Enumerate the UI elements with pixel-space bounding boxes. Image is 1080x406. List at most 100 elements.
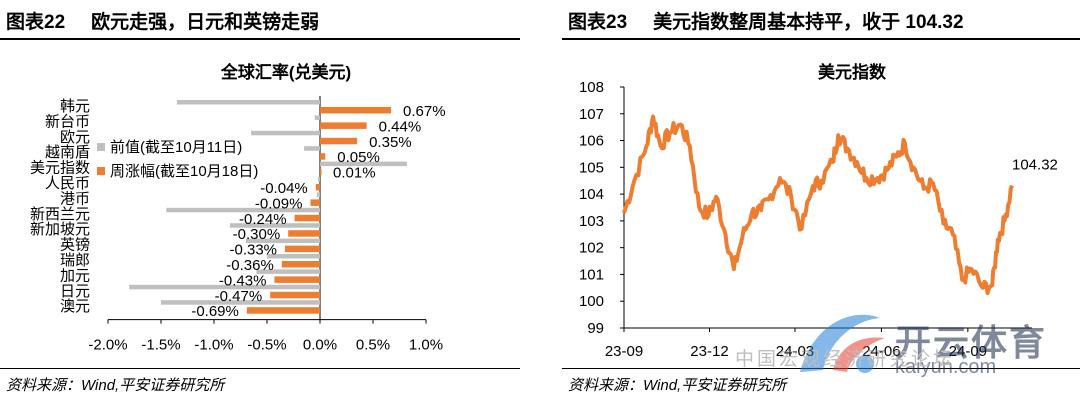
- bar-weekly-change: [315, 184, 320, 191]
- bar-weekly-change: [320, 137, 358, 145]
- bar-weekly-change: [274, 276, 320, 283]
- x-tick-label: 23-09: [605, 343, 643, 360]
- bar-prev-value: [166, 207, 320, 213]
- x-tick-label: -1.0%: [194, 337, 233, 354]
- bar-weekly-change: [320, 107, 392, 114]
- data-label: -0.43%: [219, 272, 267, 289]
- data-label: 0.35%: [369, 134, 412, 151]
- watermark: 开云体育 kaiyun.com 中国宏观经济研究论坛: [735, 300, 1075, 390]
- y-tick-label: 108: [579, 79, 604, 96]
- x-tick-label: -0.5%: [247, 337, 286, 354]
- legend-label: 前值(截至10月11日): [110, 139, 242, 156]
- data-label: -0.04%: [260, 180, 308, 197]
- y-tick-label: 102: [579, 240, 604, 257]
- header-rule: [0, 38, 520, 40]
- bar-weekly-change: [320, 153, 326, 160]
- bar-weekly-change: [270, 291, 320, 299]
- bar-weekly-change: [288, 230, 320, 237]
- dxy-line-chart: 美元指数 99 100 101 102 103 104 105 106 107 108 23-09 2…: [579, 62, 1058, 360]
- data-label: 0.01%: [333, 165, 376, 182]
- logo-stroke-blue: [800, 314, 880, 372]
- chart-title: 美元指数: [818, 62, 887, 82]
- legend-swatch: [97, 167, 105, 175]
- left-panel: 图表22 欧元走强，日元和英镑走弱 全球汇率(兑美元) -2.0% -1.5% -1.…: [0, 0, 520, 406]
- y-tick-label: 106: [579, 133, 604, 150]
- y-tick-label: 105: [579, 159, 604, 176]
- logo-dot: [856, 355, 874, 373]
- y-tick-label: 99: [587, 320, 604, 337]
- figure-title: 欧元走强，日元和英镑走弱: [91, 12, 320, 33]
- bar-prev-value: [314, 115, 320, 120]
- x-tick-label: 24-06: [862, 343, 900, 360]
- category-label: 新台币: [45, 113, 90, 130]
- bar-prev-value: [251, 130, 320, 136]
- bar-prev-value: [245, 238, 320, 244]
- data-label: 0.05%: [337, 149, 380, 166]
- watermark-overlay-text: 中国宏观经济研究论坛: [735, 349, 956, 370]
- x-axis: -2.0% -1.5% -1.0% -0.5% 0.0% 0.5% 1.0%: [88, 96, 443, 354]
- data-label: -0.33%: [229, 242, 277, 259]
- category-label: 欧元: [60, 129, 90, 146]
- data-label: 0.44%: [379, 118, 422, 135]
- data-label: -0.30%: [233, 226, 281, 243]
- bar-prev-value: [161, 300, 320, 305]
- watermark-brand: 开云体育: [895, 322, 1048, 363]
- y-tick-label: 100: [579, 293, 604, 310]
- figure-title: 美元指数整周基本持平，收于 104.32: [653, 12, 964, 33]
- x-tick-label: 1.0%: [409, 337, 443, 354]
- legend-swatch: [97, 143, 105, 151]
- bar-weekly-change: [320, 168, 322, 176]
- category-label: 越南盾: [45, 144, 90, 161]
- right-panel: 图表23 美元指数整周基本持平，收于 104.32 美元指数 99 100 101 10…: [562, 0, 1080, 406]
- bar-weekly-change: [310, 199, 320, 206]
- category-label: 美元指数: [30, 160, 90, 177]
- category-label: 新西兰元: [30, 206, 90, 223]
- data-label: -0.47%: [215, 288, 263, 305]
- footer-rule: [0, 368, 520, 369]
- x-tick-label: -1.5%: [141, 337, 180, 354]
- x-tick-label: 24-03: [776, 343, 814, 360]
- bar-weekly-change: [281, 261, 320, 268]
- y-tick-label: 103: [579, 213, 604, 230]
- data-label: -0.69%: [191, 303, 239, 320]
- axes: 99 100 101 102 103 104 105 106 107 108 23-09 23-12 2…: [579, 79, 1032, 360]
- data-label: -0.24%: [239, 211, 287, 228]
- bar-weekly-change: [320, 122, 367, 129]
- watermark-url: kaiyun.com: [895, 356, 997, 378]
- figure-number: 图表23: [568, 12, 628, 33]
- category-label: 加元: [60, 267, 90, 284]
- header-rule: [562, 38, 1080, 40]
- data-label: -0.36%: [226, 257, 274, 274]
- legend-label: 周涨幅(截至10月18日): [110, 163, 258, 180]
- bar-prev-value: [176, 100, 320, 105]
- end-value-label: 104.32: [1012, 157, 1058, 174]
- dxy-series-line: [622, 114, 1014, 296]
- chart-title: 全球汇率(兑美元): [220, 62, 351, 82]
- figure-number: 图表22: [6, 12, 66, 33]
- x-tick-label: 0.0%: [303, 337, 337, 354]
- logo-stroke-red: [833, 337, 885, 372]
- source-note: 资料来源：Wind,平安证券研究所: [6, 377, 225, 394]
- x-tick-label: 24-09: [949, 343, 987, 360]
- data-label: 0.67%: [403, 103, 446, 120]
- category-label: 英镑: [60, 236, 90, 254]
- source-note: 资料来源：Wind,平安证券研究所: [568, 377, 787, 394]
- category-label: 澳元: [60, 298, 90, 315]
- category-label: 新加坡元: [30, 221, 90, 238]
- bar-prev-value: [320, 161, 407, 167]
- bar-prev-value: [267, 254, 320, 259]
- bar-weekly-change: [246, 307, 320, 314]
- bar-prev-value: [129, 284, 320, 290]
- data-labels: 0.67%0.44%0.35%0.05%0.01%-0.04%-0.09%-0.…: [191, 103, 445, 320]
- bar-prev-value: [256, 269, 320, 274]
- data-label: -0.09%: [255, 195, 303, 212]
- panel-header: 图表22 欧元走强，日元和英镑走弱: [6, 10, 520, 36]
- bar-prev-value: [317, 177, 320, 182]
- category-label: 瑞郎: [60, 252, 90, 269]
- panel-header: 图表23 美元指数整周基本持平，收于 104.32: [568, 10, 1080, 36]
- bar-weekly-change: [294, 214, 320, 222]
- x-tick-label: -2.0%: [88, 337, 127, 354]
- fx-bar-chart: 全球汇率(兑美元) -2.0% -1.5% -1.0% -0.5% 0.0% 0.5% 1.…: [30, 62, 446, 354]
- y-tick-label: 107: [579, 106, 604, 123]
